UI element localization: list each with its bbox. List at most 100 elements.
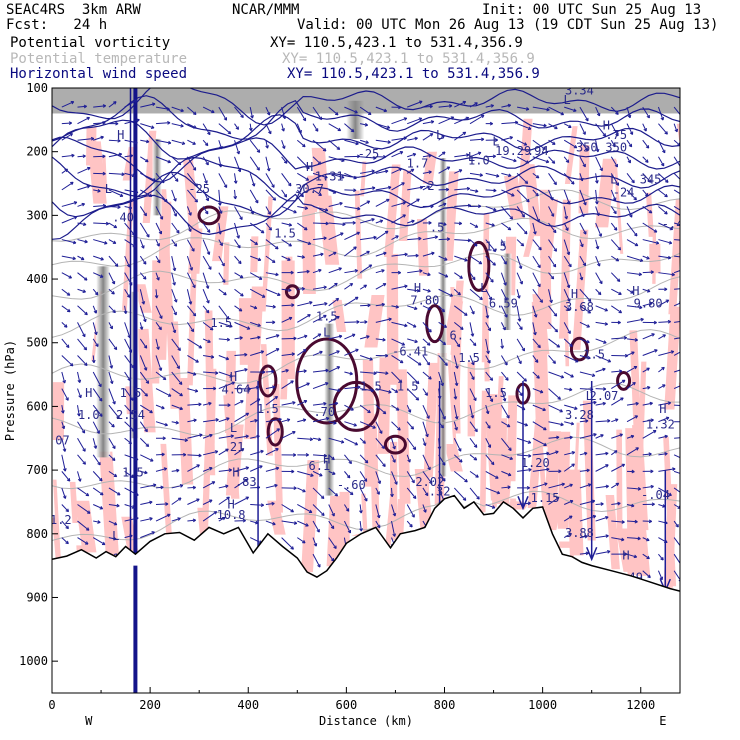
wind-vector bbox=[281, 156, 288, 164]
wind-vector-head bbox=[524, 180, 529, 185]
wind-vector-head bbox=[388, 317, 392, 322]
wind-vector bbox=[218, 338, 230, 341]
wind-vector bbox=[500, 404, 510, 419]
wind-vector bbox=[438, 321, 447, 328]
contour-label: 2.02 bbox=[415, 475, 444, 489]
wind-vector bbox=[234, 337, 243, 340]
wind-vector bbox=[422, 454, 431, 471]
wind-vector bbox=[658, 504, 666, 508]
wind-vector-head bbox=[425, 433, 429, 438]
wind-vector bbox=[108, 153, 122, 158]
wind-vector-head bbox=[442, 151, 446, 155]
wind-vector bbox=[391, 305, 399, 308]
wind-vector bbox=[344, 269, 358, 274]
wind-vector-head bbox=[82, 448, 86, 452]
wind-vector bbox=[548, 206, 555, 217]
wind-vector bbox=[469, 470, 479, 478]
wind-vector bbox=[202, 511, 218, 522]
wind-vector bbox=[532, 255, 541, 268]
wind-vector bbox=[563, 338, 573, 347]
wind-vector-head bbox=[123, 310, 128, 314]
wind-vector-head bbox=[568, 532, 572, 537]
wind-vector-head bbox=[143, 318, 147, 323]
wind-vector-head bbox=[323, 236, 327, 241]
wind-vector bbox=[218, 206, 223, 214]
wind-vector bbox=[61, 181, 74, 191]
wind-vector bbox=[249, 107, 254, 119]
wind-vector bbox=[611, 463, 625, 472]
pv-shade-streak bbox=[134, 284, 152, 313]
wind-vector-head bbox=[213, 386, 217, 391]
wind-vector-head bbox=[681, 384, 684, 387]
wind-vector-head bbox=[386, 198, 390, 203]
wind-vector-head bbox=[144, 393, 148, 397]
wind-vector bbox=[92, 371, 102, 387]
wind-vector-head bbox=[587, 355, 591, 360]
wind-vector bbox=[406, 504, 415, 518]
wind-vector-head bbox=[290, 546, 294, 550]
forecast-hour: Fcst: 24 h bbox=[6, 17, 108, 33]
wind-vector-head bbox=[129, 411, 134, 415]
wind-vector-head bbox=[382, 337, 386, 342]
pv-shade-streak bbox=[559, 541, 573, 548]
wind-vector bbox=[281, 255, 291, 261]
wind-vector-head bbox=[398, 105, 402, 110]
wind-vector bbox=[218, 272, 226, 283]
wind-vector-head bbox=[77, 379, 82, 383]
wind-vector-head bbox=[163, 467, 168, 471]
wind-vector-head bbox=[607, 549, 611, 554]
wind-vector bbox=[312, 189, 322, 196]
wind-vector-head bbox=[254, 418, 258, 423]
contour-label: 19.29 bbox=[495, 144, 531, 158]
wind-vector-head bbox=[184, 438, 188, 442]
wind-vector bbox=[124, 189, 139, 194]
wind-vector bbox=[328, 366, 340, 373]
wind-vector-head bbox=[607, 359, 612, 363]
wind-vector bbox=[155, 453, 165, 456]
wind-vector-head bbox=[453, 396, 458, 400]
wind-vector bbox=[328, 172, 345, 179]
wind-vector-head bbox=[94, 291, 99, 296]
wind-vector bbox=[501, 206, 513, 220]
wind-vector bbox=[77, 167, 91, 174]
wind-vector-head bbox=[571, 181, 575, 185]
pv-core bbox=[152, 138, 162, 216]
wind-vector-head bbox=[428, 153, 432, 158]
wind-vector bbox=[563, 371, 574, 378]
wind-vector bbox=[328, 123, 341, 132]
wind-vector-head bbox=[309, 437, 314, 442]
wind-vector-head bbox=[210, 355, 215, 359]
wind-vector bbox=[673, 123, 678, 133]
pv-shade-streak bbox=[223, 242, 230, 285]
wind-vector-head bbox=[167, 159, 171, 164]
wind-vector-head bbox=[177, 497, 182, 501]
wind-vector-head bbox=[350, 407, 354, 411]
wind-vector-head bbox=[667, 319, 671, 324]
pv-shade-streak bbox=[503, 176, 525, 220]
wind-vector bbox=[171, 355, 180, 369]
wind-vector-head bbox=[283, 160, 288, 164]
wind-vector bbox=[344, 421, 357, 427]
wind-vector-head bbox=[287, 182, 292, 187]
wind-vector bbox=[673, 369, 680, 373]
wind-vector bbox=[485, 371, 493, 381]
wind-vector bbox=[548, 123, 558, 130]
wind-vector bbox=[312, 437, 322, 441]
wind-vector bbox=[328, 402, 339, 406]
wind-vector-head bbox=[596, 112, 601, 117]
wind-vector-head bbox=[665, 179, 669, 183]
wind-vector bbox=[93, 155, 106, 158]
contour-label: L bbox=[480, 281, 487, 295]
wind-vector bbox=[155, 503, 169, 505]
wind-vector bbox=[579, 515, 596, 522]
wind-vector-head bbox=[338, 334, 343, 339]
wind-vector-head bbox=[275, 466, 280, 471]
wind-vector-head bbox=[188, 228, 192, 232]
wind-vector-head bbox=[427, 288, 431, 293]
wind-vector-head bbox=[211, 109, 215, 114]
wind-vector bbox=[328, 350, 340, 356]
wind-vector bbox=[328, 156, 345, 162]
wind-vector-head bbox=[595, 180, 599, 184]
wind-vector-head bbox=[355, 348, 359, 353]
wind-vector bbox=[532, 437, 547, 446]
